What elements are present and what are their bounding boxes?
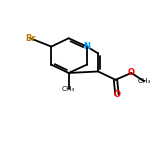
Text: O: O	[128, 69, 135, 78]
Text: N: N	[83, 42, 90, 51]
Text: Br: Br	[25, 34, 36, 43]
Text: CH₃: CH₃	[62, 86, 75, 92]
Text: O: O	[114, 90, 121, 99]
Text: CH₃: CH₃	[137, 78, 151, 84]
